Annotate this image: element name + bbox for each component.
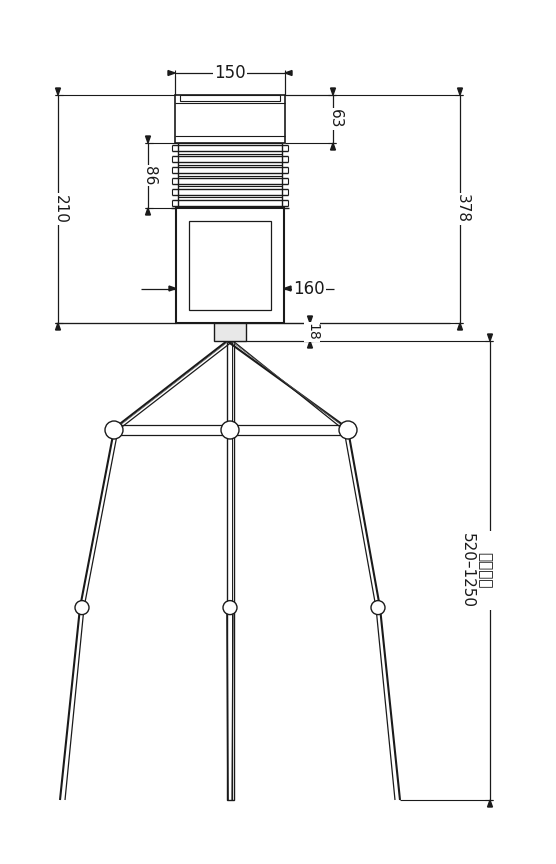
Polygon shape [146,136,151,143]
Text: 伸缩范围
520–1250: 伸缩范围 520–1250 [460,533,492,608]
Bar [189,221,271,310]
Polygon shape [331,143,335,150]
Polygon shape [331,88,335,95]
Circle shape [339,421,357,439]
Text: 160: 160 [293,279,325,297]
Text: 210: 210 [52,194,67,224]
Text: 63: 63 [327,109,342,129]
Text: 150: 150 [214,64,246,82]
Bar [180,95,280,101]
Polygon shape [56,88,61,95]
Polygon shape [307,341,312,348]
Polygon shape [56,323,61,330]
Circle shape [75,600,89,614]
Circle shape [105,421,123,439]
Polygon shape [284,286,291,291]
Bar [175,95,285,143]
Circle shape [221,421,239,439]
Polygon shape [146,208,151,215]
Polygon shape [168,71,175,75]
Polygon shape [488,334,493,341]
Text: 86: 86 [142,166,157,185]
Polygon shape [458,88,463,95]
Bar [214,323,246,341]
Polygon shape [488,800,493,807]
Polygon shape [458,323,463,330]
Text: 378: 378 [454,194,469,224]
Circle shape [223,600,237,614]
Polygon shape [285,71,292,75]
Bar [176,208,284,323]
Polygon shape [169,286,176,291]
Bar [227,341,234,800]
Polygon shape [307,316,312,323]
Circle shape [371,600,385,614]
Text: 18: 18 [305,323,319,341]
